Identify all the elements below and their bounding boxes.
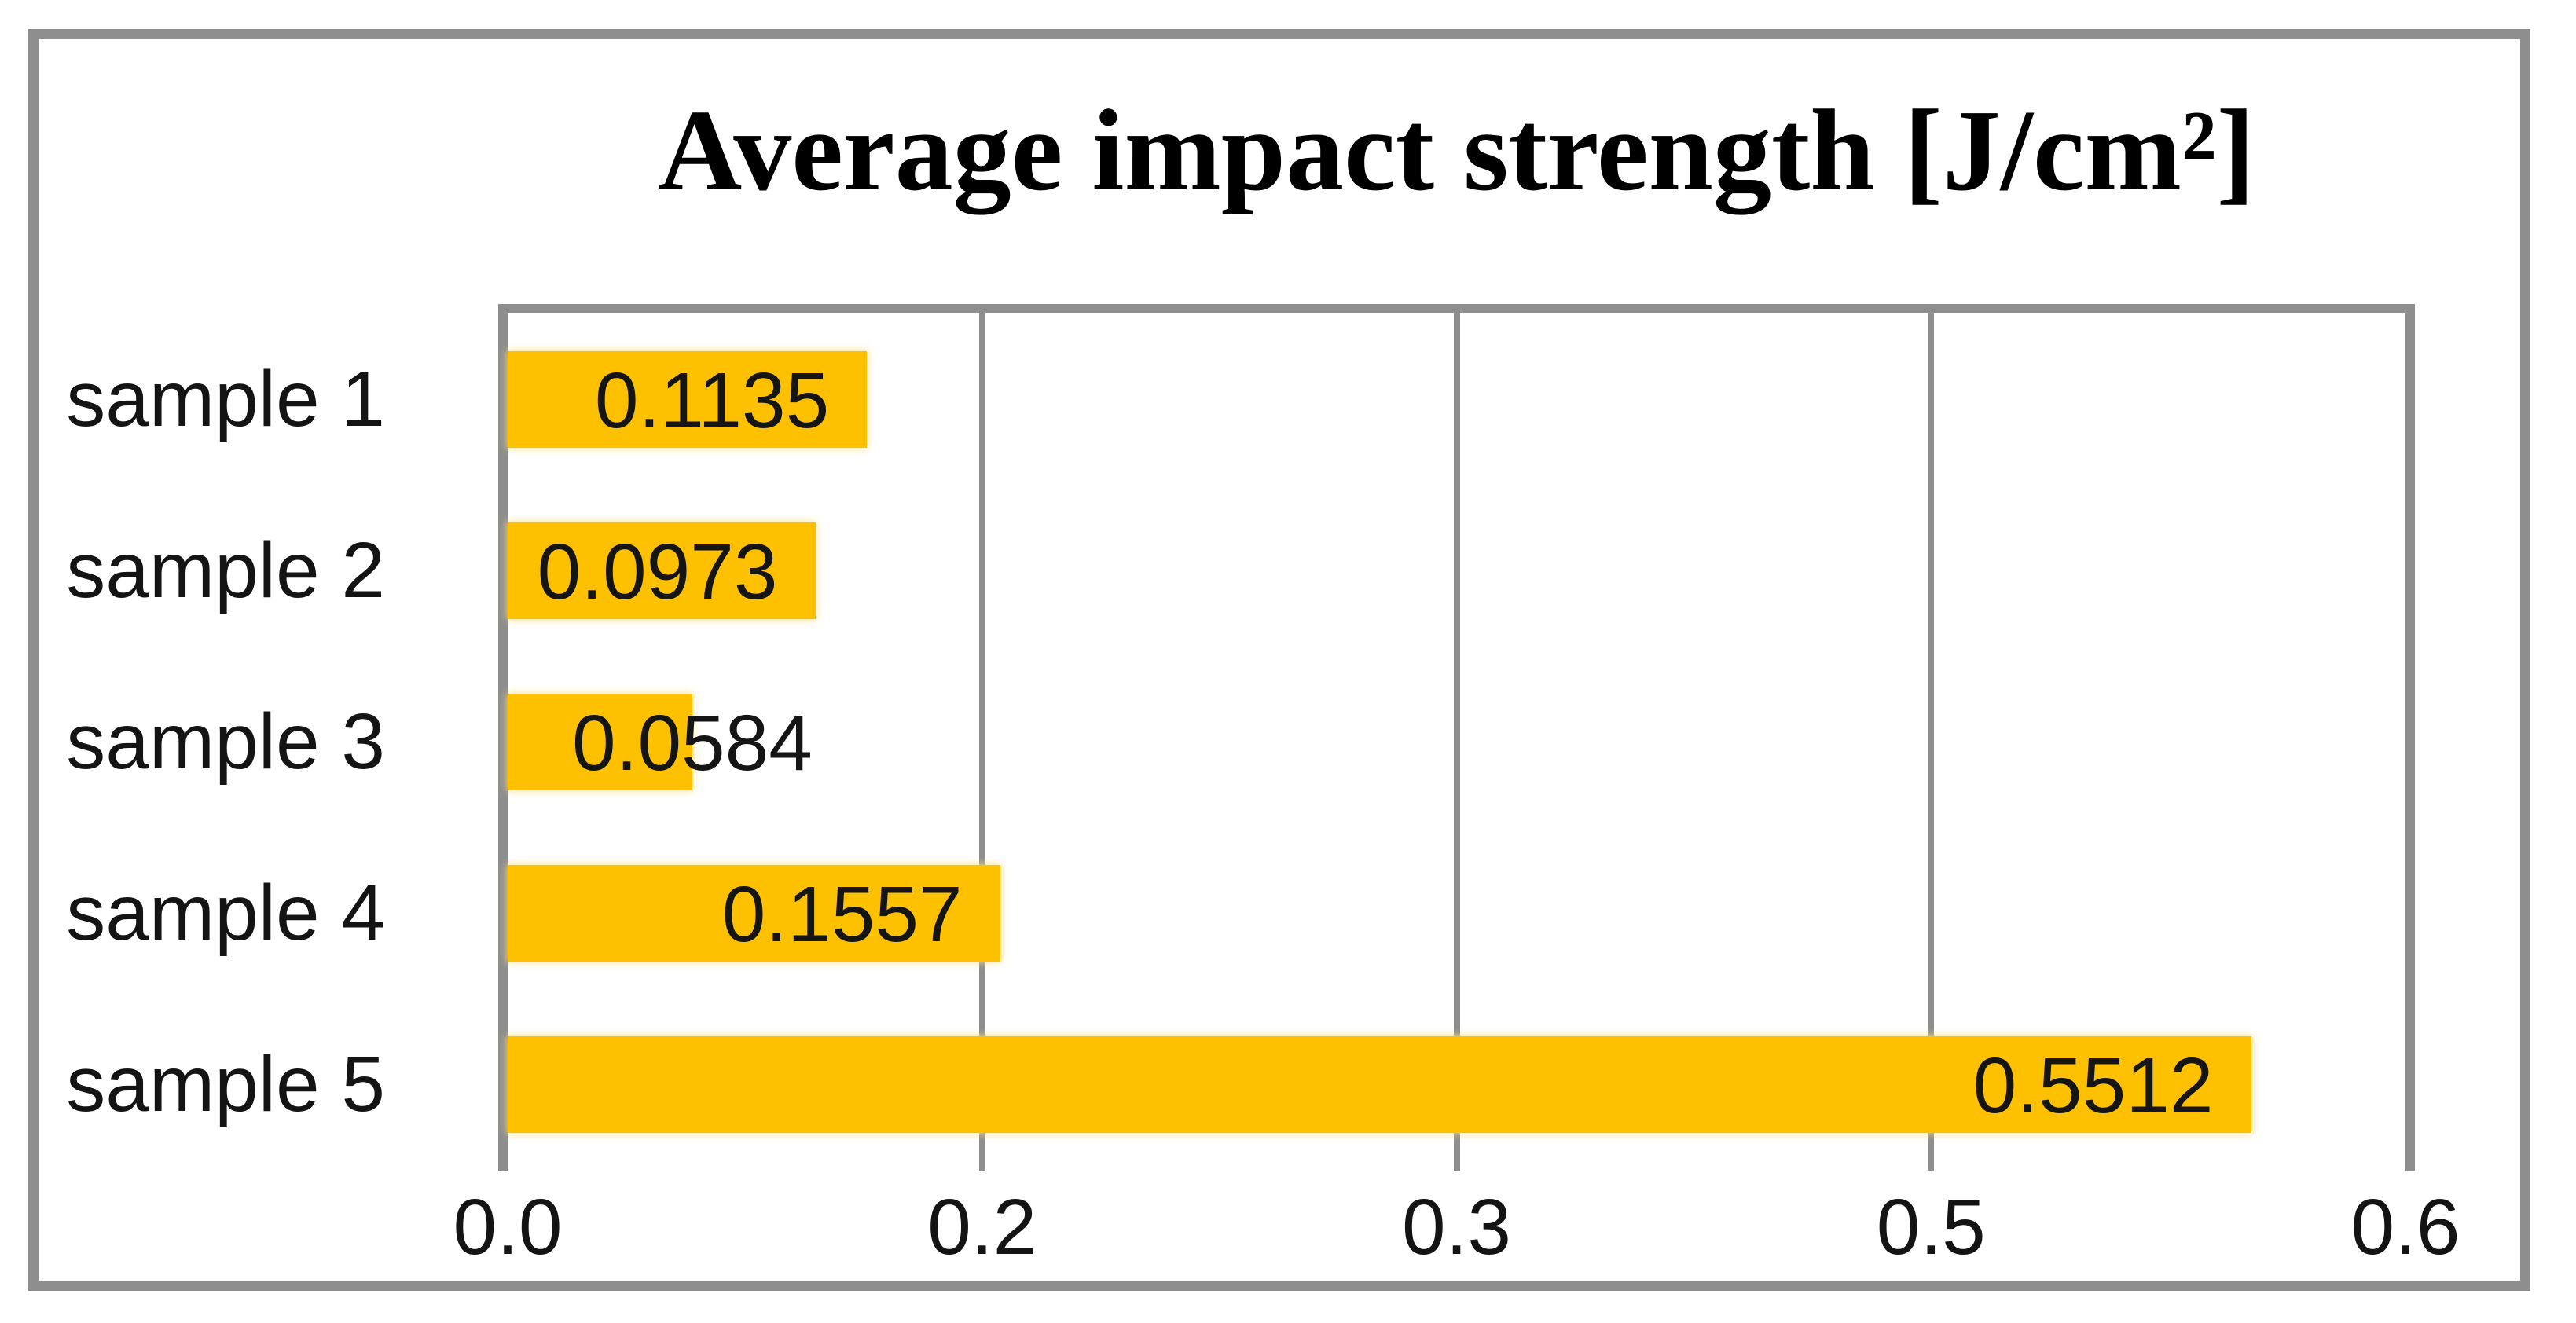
x-axis-ticks: 0.0 0.2 0.3 0.5 0.6 <box>453 1183 2460 1274</box>
value-label: 0.1135 <box>594 356 830 445</box>
category-label: sample 3 <box>66 698 385 786</box>
x-tick-label: 0.6 <box>2350 1183 2460 1271</box>
bar-sample-3 <box>508 694 693 790</box>
category-label: sample 5 <box>66 1040 385 1129</box>
x-gridline <box>1453 313 1460 1171</box>
category-axis: sample 1 sample 2 sample 3 sample 4 sample 5 <box>16 313 385 1171</box>
x-tick-label: 0.0 <box>453 1183 563 1271</box>
x-tick-label: 0.5 <box>1876 1183 1986 1271</box>
x-gridline <box>1928 313 1935 1171</box>
bar-sample-4 <box>508 865 1000 962</box>
x-tick-label: 0.2 <box>927 1183 1037 1271</box>
value-label: 0.0973 <box>537 527 778 616</box>
value-label: 0.5512 <box>1972 1042 2214 1131</box>
x-gridline <box>978 313 985 1171</box>
category-label: sample 4 <box>66 869 385 958</box>
bar-sample-5 <box>508 1036 2251 1134</box>
plot-area: 0.1135 0.0973 0.0584 0.1557 0.5512 <box>498 304 2415 1171</box>
chart-title: Average impact strength [J/cm²] <box>658 86 2255 215</box>
bar-sample-1 <box>508 350 867 448</box>
x-tick-label: 0.3 <box>1401 1183 1512 1271</box>
value-label: 0.1557 <box>721 870 963 959</box>
category-label: sample 2 <box>66 526 385 614</box>
bar-sample-2 <box>508 522 816 619</box>
category-label: sample 1 <box>66 354 385 443</box>
value-label: 0.0584 <box>572 699 813 787</box>
